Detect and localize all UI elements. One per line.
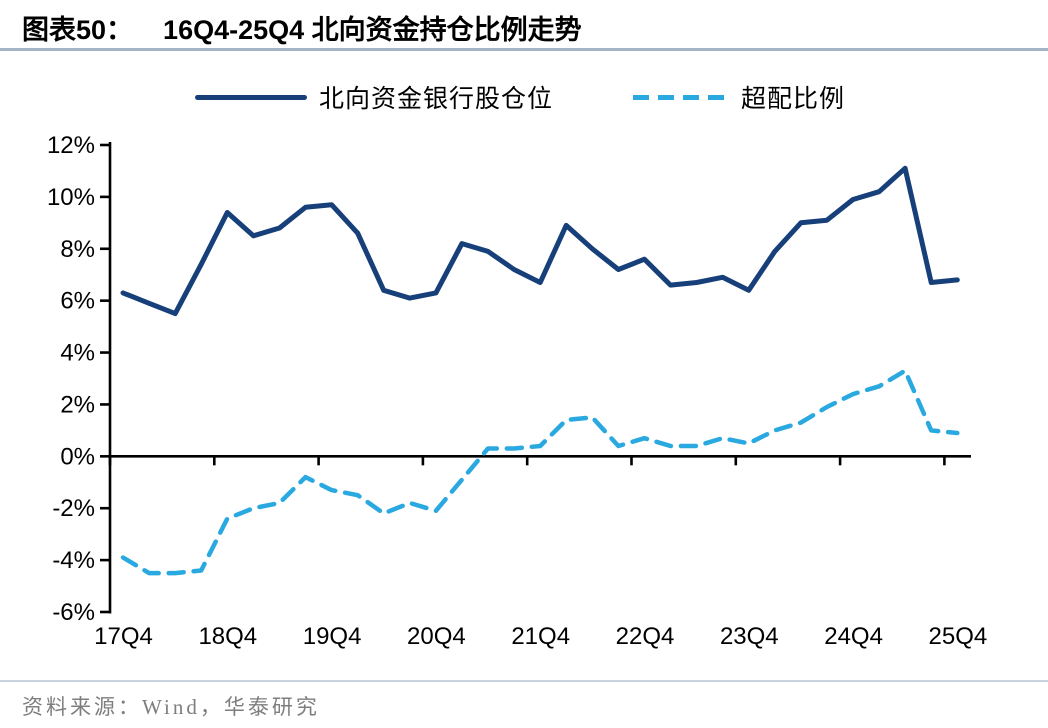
x-tick-label: 17Q4	[94, 623, 153, 650]
footer-divider	[0, 680, 1048, 682]
legend-item-overweight-ratio: 超配比例	[633, 79, 845, 115]
x-tick-label: 22Q4	[616, 623, 675, 650]
x-tick-label: 23Q4	[720, 623, 779, 650]
x-tick-label: 20Q4	[407, 623, 466, 650]
figure-title: 16Q4-25Q4 北向资金持仓比例走势	[163, 15, 582, 45]
x-tick-label: 21Q4	[511, 623, 570, 650]
y-tick-label: -4%	[52, 547, 95, 574]
series-line-bank-position	[120, 165, 960, 317]
y-tick-label: 2%	[60, 391, 95, 418]
y-tick-label: 10%	[47, 184, 95, 211]
y-tick-label: -6%	[52, 599, 95, 626]
source-note: 资料来源：Wind，华泰研究	[22, 695, 320, 719]
legend-label-bank-position: 北向资金银行股仓位	[319, 85, 554, 113]
y-tick-label: 8%	[60, 236, 95, 263]
legend-item-bank-position: 北向资金银行股仓位	[195, 79, 553, 115]
y-tick-label: 0%	[60, 443, 95, 470]
x-tick-label: 18Q4	[198, 623, 257, 650]
y-tick-label: -2%	[52, 495, 95, 522]
figure-title-row: 图表50： 16Q4-25Q4 北向资金持仓比例走势	[22, 8, 582, 47]
dashed-line-swatch	[633, 94, 730, 100]
legend-label-overweight-ratio: 超配比例	[741, 85, 846, 113]
y-tick-label: 4%	[60, 340, 95, 367]
x-tick-label: 24Q4	[824, 623, 883, 650]
chart-legend: 北向资金银行股仓位 超配比例	[195, 79, 845, 115]
series-line-overweight-ratio	[120, 368, 960, 576]
y-tick-label: 6%	[60, 288, 95, 315]
title-underline	[0, 48, 1048, 51]
x-tick-label: 19Q4	[303, 623, 362, 650]
solid-line-swatch	[195, 94, 307, 100]
x-tick-label: 25Q4	[929, 623, 988, 650]
figure-number: 图表50：	[22, 15, 134, 45]
y-tick-label: 12%	[47, 132, 95, 159]
